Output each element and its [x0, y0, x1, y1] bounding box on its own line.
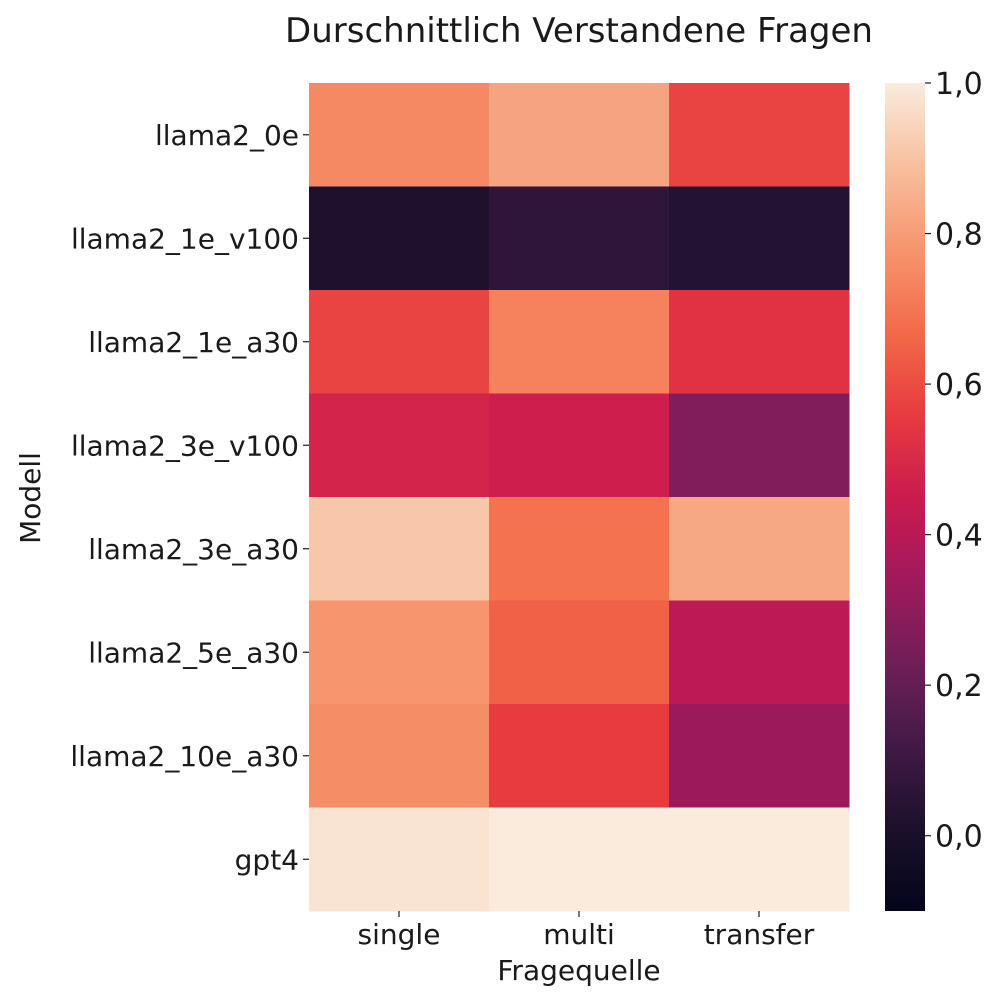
heatmap-cell [309, 497, 490, 601]
heatmap-cell [669, 186, 850, 291]
heatmap-cell [489, 290, 670, 394]
colorbar-tick-label: 0,2 [935, 669, 983, 704]
heatmap-cell [489, 186, 670, 291]
y-axis-label: Modell [14, 452, 47, 544]
heatmap-cell [669, 497, 850, 601]
y-tick-label: llama2_5e_a30 [88, 636, 299, 669]
colorbar-ticks: 0,0 0,2 0,4 0,6 0,8 1,0 [925, 67, 983, 855]
chart-title: Durschnittlich Verstandene Fragen [285, 11, 873, 51]
heatmap-cell [309, 704, 490, 808]
heatmap-cell [669, 290, 850, 394]
x-tick-label: transfer [704, 918, 815, 951]
colorbar-tick-label: 0,4 [935, 519, 983, 554]
heatmap-cell [309, 83, 490, 187]
colorbar [885, 83, 925, 911]
colorbar-tick-label: 0,8 [935, 218, 983, 253]
heatmap-cell [309, 393, 490, 498]
y-tick-label: gpt4 [235, 843, 299, 876]
colorbar-tick-label: 1,0 [935, 67, 983, 102]
heatmap-cell [669, 807, 850, 912]
x-axis-ticks: single multi transfer [358, 911, 815, 951]
heatmap-cell [669, 393, 850, 498]
colorbar-tick-label: 0,6 [935, 368, 983, 403]
x-tick-label: multi [543, 918, 615, 951]
heatmap-cell [489, 600, 670, 705]
heatmap-cell [309, 186, 490, 291]
heatmap-cell [669, 600, 850, 705]
x-axis-label: Fragequelle [497, 954, 660, 987]
y-axis-ticks: llama2_0e llama2_1e_v100 llama2_1e_a30llam… [70, 119, 309, 876]
y-tick-label: llama2_10e_a30 [70, 740, 299, 773]
heatmap-cell [489, 393, 670, 498]
y-tick-label: llama2_0e [155, 119, 299, 152]
heatmap-cell [669, 83, 850, 187]
colorbar-tick-label: 0,0 [935, 820, 983, 855]
heatmap-cells [309, 83, 850, 912]
heatmap-cell [669, 704, 850, 808]
x-tick-label: single [358, 918, 441, 951]
heatmap-cell [489, 83, 670, 187]
heatmap-cell [309, 600, 490, 705]
heatmap-cell [309, 807, 490, 912]
heatmap-cell [489, 704, 670, 808]
heatmap-cell [489, 497, 670, 601]
y-tick-label: llama2_1e_a30 [88, 326, 299, 359]
y-tick-label: llama2_3e_a30 [88, 533, 299, 566]
y-tick-label: llama2_3e_v100 [71, 429, 299, 462]
heatmap-cell [489, 807, 670, 912]
y-tick-label: llama2_1e_v100 [71, 222, 299, 255]
heatmap-cell [309, 290, 490, 394]
